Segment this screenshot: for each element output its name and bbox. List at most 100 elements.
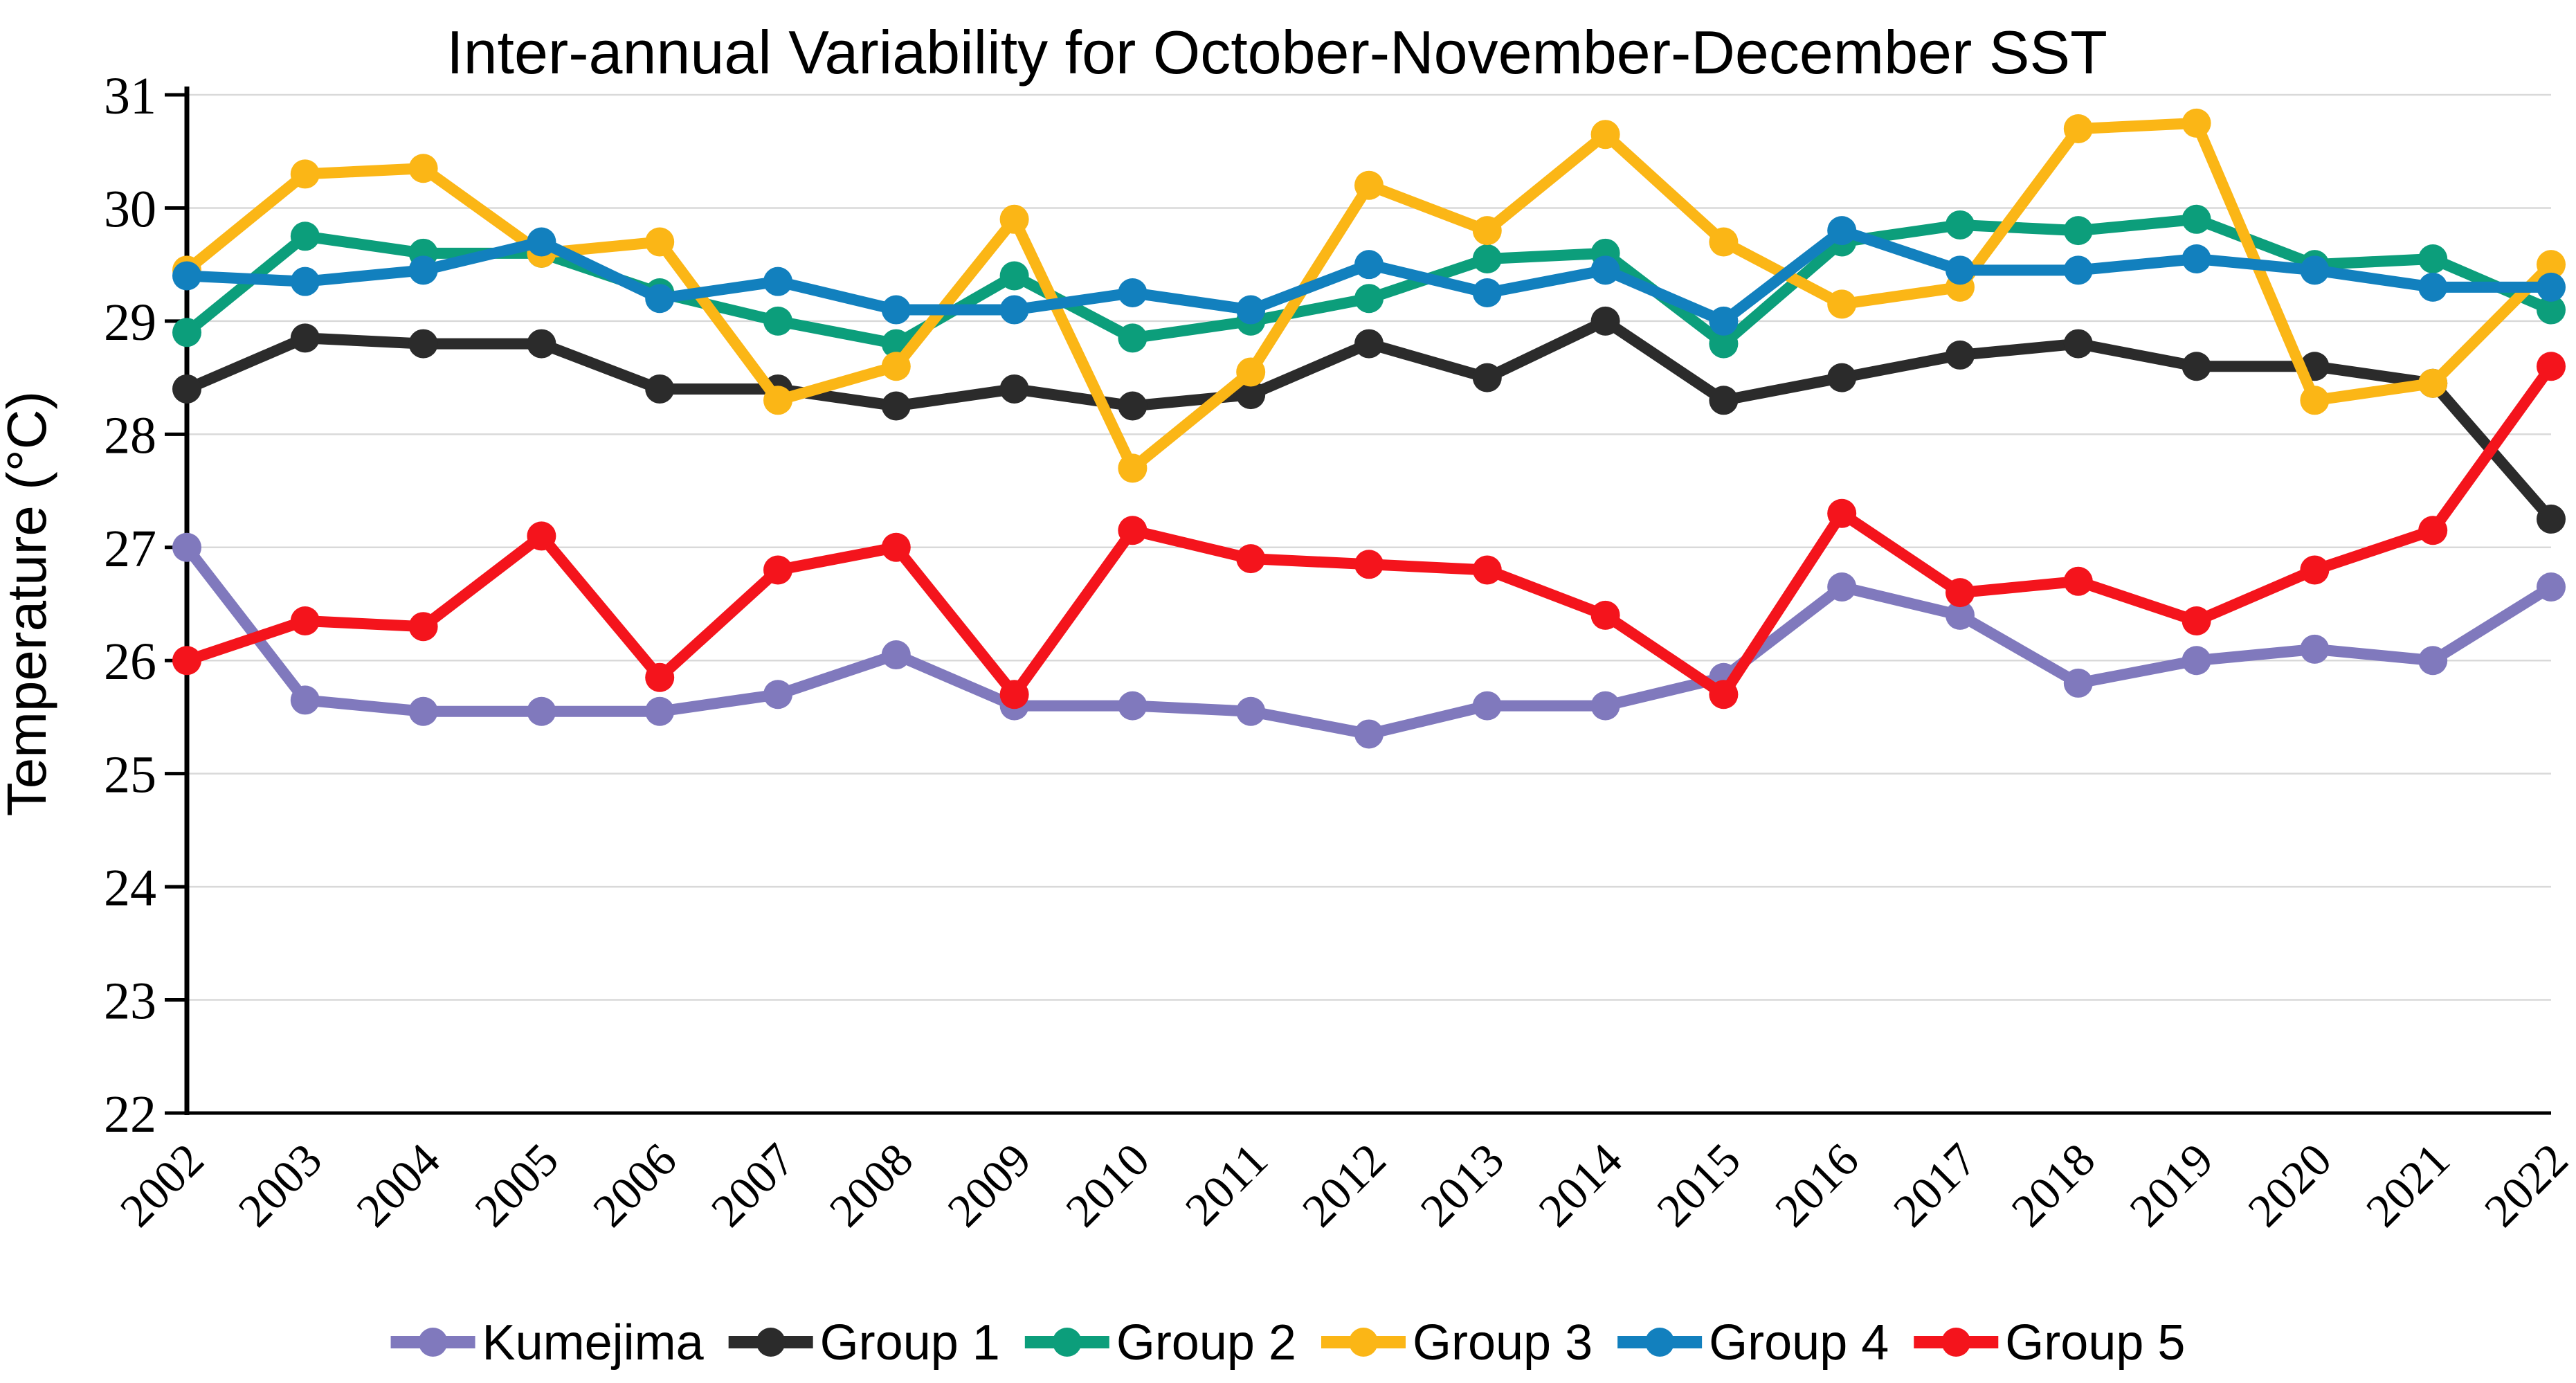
legend-marker-dot-kumejima	[418, 1328, 448, 1357]
data-point-group-4-2010	[1118, 278, 1148, 308]
x-tick-label-2022: 2022	[2474, 1133, 2576, 1237]
data-point-group-1-2009	[999, 374, 1029, 404]
legend-item-group-4: Group 4	[1617, 1315, 1889, 1371]
data-point-group-2-2010	[1118, 323, 1148, 353]
data-point-group-3-2010	[1118, 453, 1148, 483]
data-point-group-4-2003	[290, 266, 320, 296]
data-point-group-3-2006	[645, 227, 675, 257]
legend-item-group-5: Group 5	[1914, 1315, 2185, 1371]
y-tick-label-26: 26	[104, 633, 156, 691]
x-tick-label-2008: 2008	[819, 1133, 923, 1237]
data-point-kumejima-2010	[1118, 691, 1148, 721]
x-tick-label-2019: 2019	[2119, 1133, 2223, 1237]
data-point-kumejima-2018	[2063, 668, 2093, 698]
data-point-group-1-2019	[2182, 352, 2211, 381]
y-tick-label-30: 30	[104, 180, 156, 238]
data-point-group-1-2016	[1827, 363, 1857, 392]
data-point-group-1-2017	[1945, 340, 1975, 370]
data-point-group-3-2022	[2537, 250, 2566, 280]
data-point-group-3-2009	[999, 204, 1029, 234]
data-point-kumejima-2004	[408, 696, 438, 726]
data-point-group-3-2008	[881, 352, 911, 381]
data-point-kumejima-2003	[290, 685, 320, 715]
data-point-group-2-2018	[2063, 216, 2093, 246]
legend-marker-dot-group-3	[1348, 1328, 1378, 1357]
data-point-group-3-2016	[1827, 289, 1857, 319]
data-point-group-1-2015	[1709, 386, 1739, 415]
data-point-kumejima-2022	[2537, 572, 2566, 602]
data-point-group-2-2009	[999, 261, 1029, 291]
data-series-layer	[172, 108, 2566, 749]
data-point-group-2-2013	[1472, 244, 1502, 273]
legend-item-group-1: Group 1	[728, 1315, 1000, 1371]
series-group-5	[172, 352, 2566, 709]
data-point-group-4-2004	[408, 255, 438, 285]
data-point-group-4-2012	[1354, 250, 1384, 280]
x-tick-label-2007: 2007	[701, 1133, 805, 1237]
data-point-group-4-2022	[2537, 272, 2566, 302]
data-point-kumejima-2002	[172, 532, 201, 562]
data-point-group-5-2018	[2063, 566, 2093, 596]
data-point-group-5-2012	[1354, 550, 1384, 579]
y-tick-label-29: 29	[104, 293, 156, 352]
data-point-group-5-2007	[763, 555, 792, 585]
legend-label-group-5: Group 5	[2005, 1315, 2185, 1371]
y-tick-label-22: 22	[104, 1085, 156, 1144]
data-point-group-3-2021	[2418, 368, 2448, 398]
data-point-kumejima-2008	[881, 640, 911, 670]
legend-label-group-2: Group 2	[1116, 1315, 1296, 1371]
data-point-group-1-2010	[1118, 391, 1148, 421]
data-point-group-5-2019	[2182, 606, 2211, 636]
data-point-group-4-2021	[2418, 272, 2448, 302]
y-tick-label-31: 31	[104, 67, 156, 125]
data-point-group-4-2019	[2182, 244, 2211, 273]
data-point-kumejima-2005	[527, 696, 556, 726]
data-point-group-1-2003	[290, 323, 320, 353]
data-point-kumejima-2021	[2418, 646, 2448, 676]
legend-marker-dot-group-5	[1941, 1328, 1971, 1357]
data-point-group-4-2016	[1827, 216, 1857, 246]
data-point-group-4-2020	[2300, 255, 2330, 285]
y-tick-label-28: 28	[104, 406, 156, 464]
data-point-group-2-2019	[2182, 204, 2211, 234]
data-point-kumejima-2006	[645, 696, 675, 726]
data-point-group-5-2021	[2418, 516, 2448, 545]
x-tick-label-2002: 2002	[110, 1133, 214, 1237]
x-tick-label-2021: 2021	[2356, 1133, 2460, 1237]
data-point-group-3-2011	[1236, 357, 1266, 387]
x-tick-label-2013: 2013	[1411, 1133, 1514, 1237]
data-point-group-5-2016	[1827, 498, 1857, 528]
data-point-group-5-2022	[2537, 352, 2566, 381]
data-point-group-5-2014	[1590, 600, 1620, 630]
data-point-group-2-2022	[2537, 295, 2566, 325]
y-tick-label-24: 24	[104, 859, 156, 917]
data-point-group-5-2002	[172, 646, 201, 676]
x-tick-label-2014: 2014	[1528, 1133, 1632, 1237]
data-point-group-2-2021	[2418, 244, 2448, 273]
gridlines-layer	[187, 93, 2551, 1001]
x-tick-label-2005: 2005	[464, 1133, 568, 1237]
data-point-group-4-2009	[999, 295, 1029, 325]
data-point-group-5-2008	[881, 532, 911, 562]
data-point-group-4-2005	[527, 227, 556, 257]
data-point-group-2-2012	[1354, 284, 1384, 314]
data-point-group-4-2018	[2063, 255, 2093, 285]
data-point-group-1-2006	[645, 374, 675, 404]
data-point-kumejima-2020	[2300, 634, 2330, 664]
data-point-group-5-2004	[408, 612, 438, 642]
data-point-group-3-2020	[2300, 386, 2330, 415]
x-tick-label-2020: 2020	[2238, 1133, 2341, 1237]
data-point-kumejima-2016	[1827, 572, 1857, 602]
x-tick-label-2016: 2016	[1765, 1133, 1869, 1237]
data-point-group-2-2002	[172, 318, 201, 347]
data-point-group-4-2013	[1472, 278, 1502, 308]
data-point-group-4-2017	[1945, 255, 1975, 285]
data-point-group-1-2013	[1472, 363, 1502, 392]
legend-item-group-2: Group 2	[1024, 1315, 1296, 1371]
x-tick-label-2010: 2010	[1055, 1133, 1159, 1237]
data-point-group-4-2008	[881, 295, 911, 325]
data-point-group-5-2003	[290, 606, 320, 636]
x-tick-label-2011: 2011	[1175, 1133, 1278, 1236]
y-tick-label-23: 23	[104, 973, 156, 1031]
